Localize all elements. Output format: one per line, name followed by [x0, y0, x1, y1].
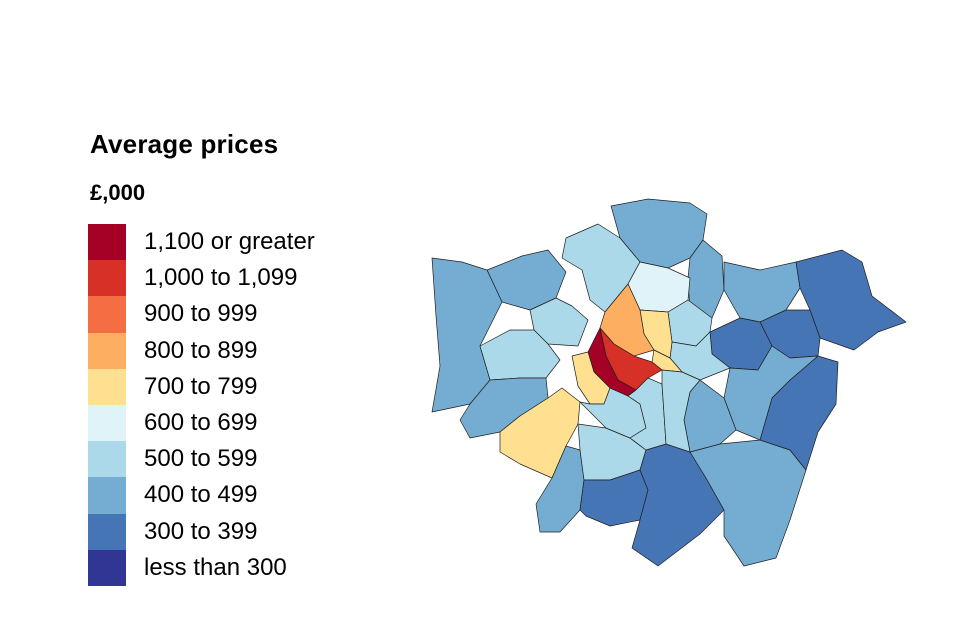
borough-southwark — [661, 369, 701, 453]
borough-lambeth — [627, 377, 667, 451]
legend-label: 1,100 or greater — [144, 228, 315, 256]
legend-item: 800 to 899 — [88, 332, 315, 369]
legend-label: 700 to 799 — [144, 372, 258, 400]
legend-item: 500 to 599 — [88, 441, 315, 478]
legend-swatch — [88, 296, 126, 333]
legend-item: less than 300 — [88, 549, 315, 586]
legend-item: 900 to 999 — [88, 296, 315, 333]
legend-item: 1,100 or greater — [88, 224, 315, 261]
legend-swatch — [88, 368, 126, 405]
borough-harrow — [486, 249, 567, 311]
legend-swatch — [88, 513, 126, 550]
legend-title: Average prices — [90, 129, 279, 159]
legend-label: 1,000 to 1,099 — [144, 264, 298, 292]
borough-havering — [795, 249, 907, 351]
borough-bromley — [689, 439, 807, 567]
legend-swatch — [88, 404, 126, 442]
legend-swatch — [88, 224, 126, 261]
legend-label: 300 to 399 — [144, 517, 258, 545]
legend-item: 1,000 to 1,099 — [88, 260, 315, 297]
legend: 1,100 or greater 1,000 to 1,099 900 to 9… — [88, 224, 315, 586]
legend-item: 600 to 699 — [88, 404, 315, 442]
legend-item: 400 to 499 — [88, 477, 315, 514]
legend-label: 800 to 899 — [144, 336, 258, 364]
legend-item: 300 to 399 — [88, 513, 315, 550]
legend-item: 700 to 799 — [88, 368, 315, 405]
legend-label: 900 to 999 — [144, 300, 258, 328]
legend-label: 600 to 699 — [144, 409, 258, 437]
legend-swatch — [88, 260, 126, 297]
legend-label: 400 to 499 — [144, 481, 258, 509]
legend-swatch — [88, 549, 126, 586]
legend-swatch — [88, 477, 126, 514]
legend-unit: £,000 — [90, 180, 146, 205]
legend-swatch — [88, 441, 126, 478]
legend-swatch — [88, 332, 126, 369]
legend-label: less than 300 — [144, 553, 287, 581]
legend-label: 500 to 599 — [144, 445, 258, 473]
